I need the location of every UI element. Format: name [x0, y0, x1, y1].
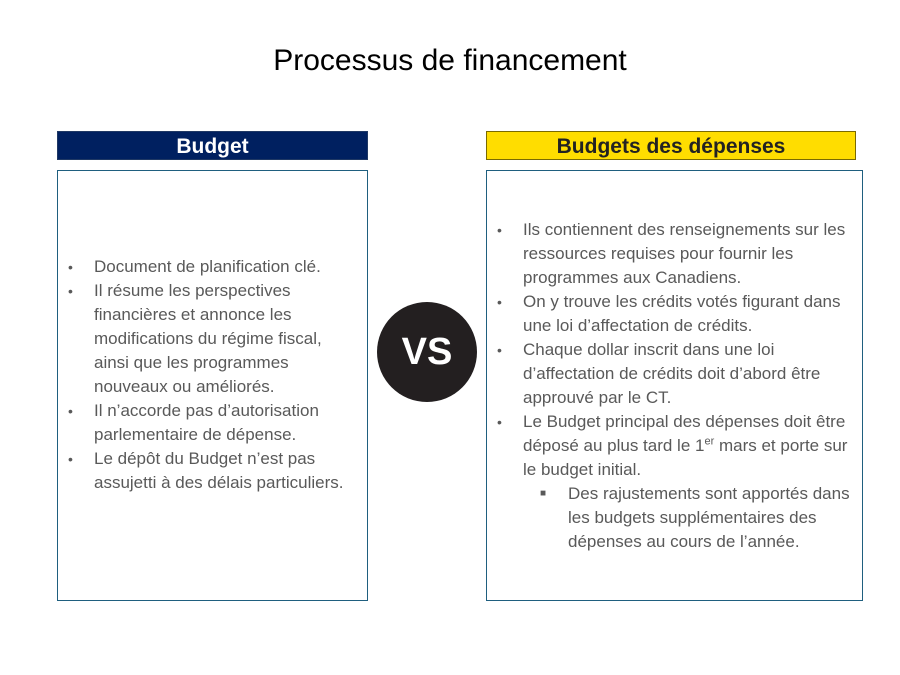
slide-title: Processus de financement [273, 44, 627, 77]
bullet-icon: • [68, 451, 73, 467]
budget-panel: • Document de planification clé. • Il résu… [57, 170, 368, 601]
square-bullet-icon: ■ [540, 488, 547, 499]
list-item: • Il résume les perspectives financières … [68, 281, 322, 396]
estimates-header: Budgets des dépenses [486, 131, 856, 160]
list-item: • Ils contiennent des renseignements sur … [497, 220, 846, 287]
list-item: • Document de planification clé. [68, 255, 356, 279]
bullet-icon: • [497, 294, 502, 310]
sub-list-item: ■ Des rajustements sont apportés dans les… [540, 484, 850, 551]
budget-header: Budget [57, 131, 368, 160]
bullet-icon: • [68, 403, 73, 419]
bullet-icon: • [68, 283, 73, 299]
bullet-icon: • [497, 342, 502, 358]
estimates-bullet-list: • Ils contiennent des renseignements sur … [497, 218, 853, 554]
bullet-icon: • [68, 259, 73, 275]
bullet-icon: • [497, 414, 502, 430]
budget-bullet-list: • Document de planification clé. • Il résu… [68, 255, 356, 495]
bullet-icon: • [497, 222, 502, 238]
vs-circle: VS [377, 302, 477, 402]
estimates-panel: • Ils contiennent des renseignements sur … [486, 170, 863, 601]
list-item: • Le dépôt du Budget n’est pas assujetti … [68, 449, 344, 492]
list-item: • On y trouve les crédits votés figurant … [497, 292, 841, 335]
list-item: • Le Budget principal des dépenses doit ê… [497, 412, 848, 479]
list-item: • Il n’accorde pas d’autorisation parleme… [68, 401, 319, 444]
list-item: • Chaque dollar inscrit dans une loi d’af… [497, 340, 821, 407]
